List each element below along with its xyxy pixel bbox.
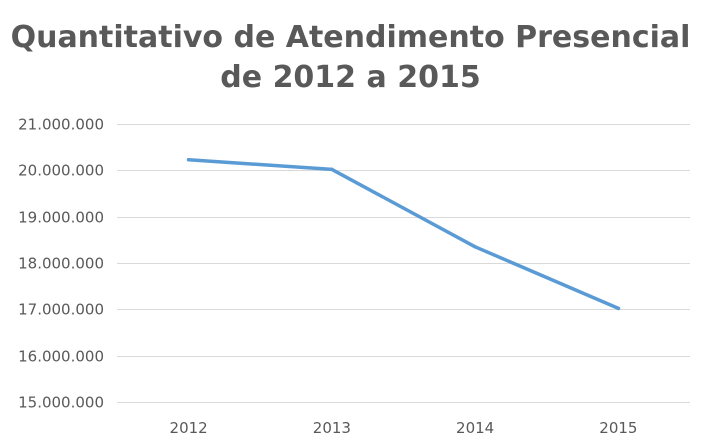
- data-point-2013: [330, 167, 334, 172]
- series-line-0: [186, 157, 621, 311]
- chart-title: Quantitativo de Atendimento Presencial d…: [0, 18, 701, 98]
- y-tick-label: 20.000.000: [18, 162, 104, 180]
- y-tick-label: 19.000.000: [18, 209, 104, 227]
- y-tick-label: 21.000.000: [18, 116, 104, 134]
- y-tick-label: 18.000.000: [18, 255, 104, 273]
- x-tick-label: 2015: [599, 419, 637, 437]
- chart-title-line-2: de 2012 a 2015: [220, 60, 481, 95]
- x-tick-label: 2013: [313, 419, 351, 437]
- data-point-2012: [186, 157, 191, 162]
- data-point-2014: [473, 245, 477, 249]
- y-tick-label: 16.000.000: [18, 348, 104, 366]
- y-tick-label: 15.000.000: [18, 394, 104, 412]
- x-tick-label: 2012: [170, 419, 208, 437]
- chart-title-line-1: Quantitativo de Atendimento Presencial: [10, 20, 691, 55]
- data-point-2015: [616, 306, 621, 311]
- x-tick-label: 2014: [456, 419, 494, 437]
- y-tick-label: 17.000.000: [18, 301, 104, 319]
